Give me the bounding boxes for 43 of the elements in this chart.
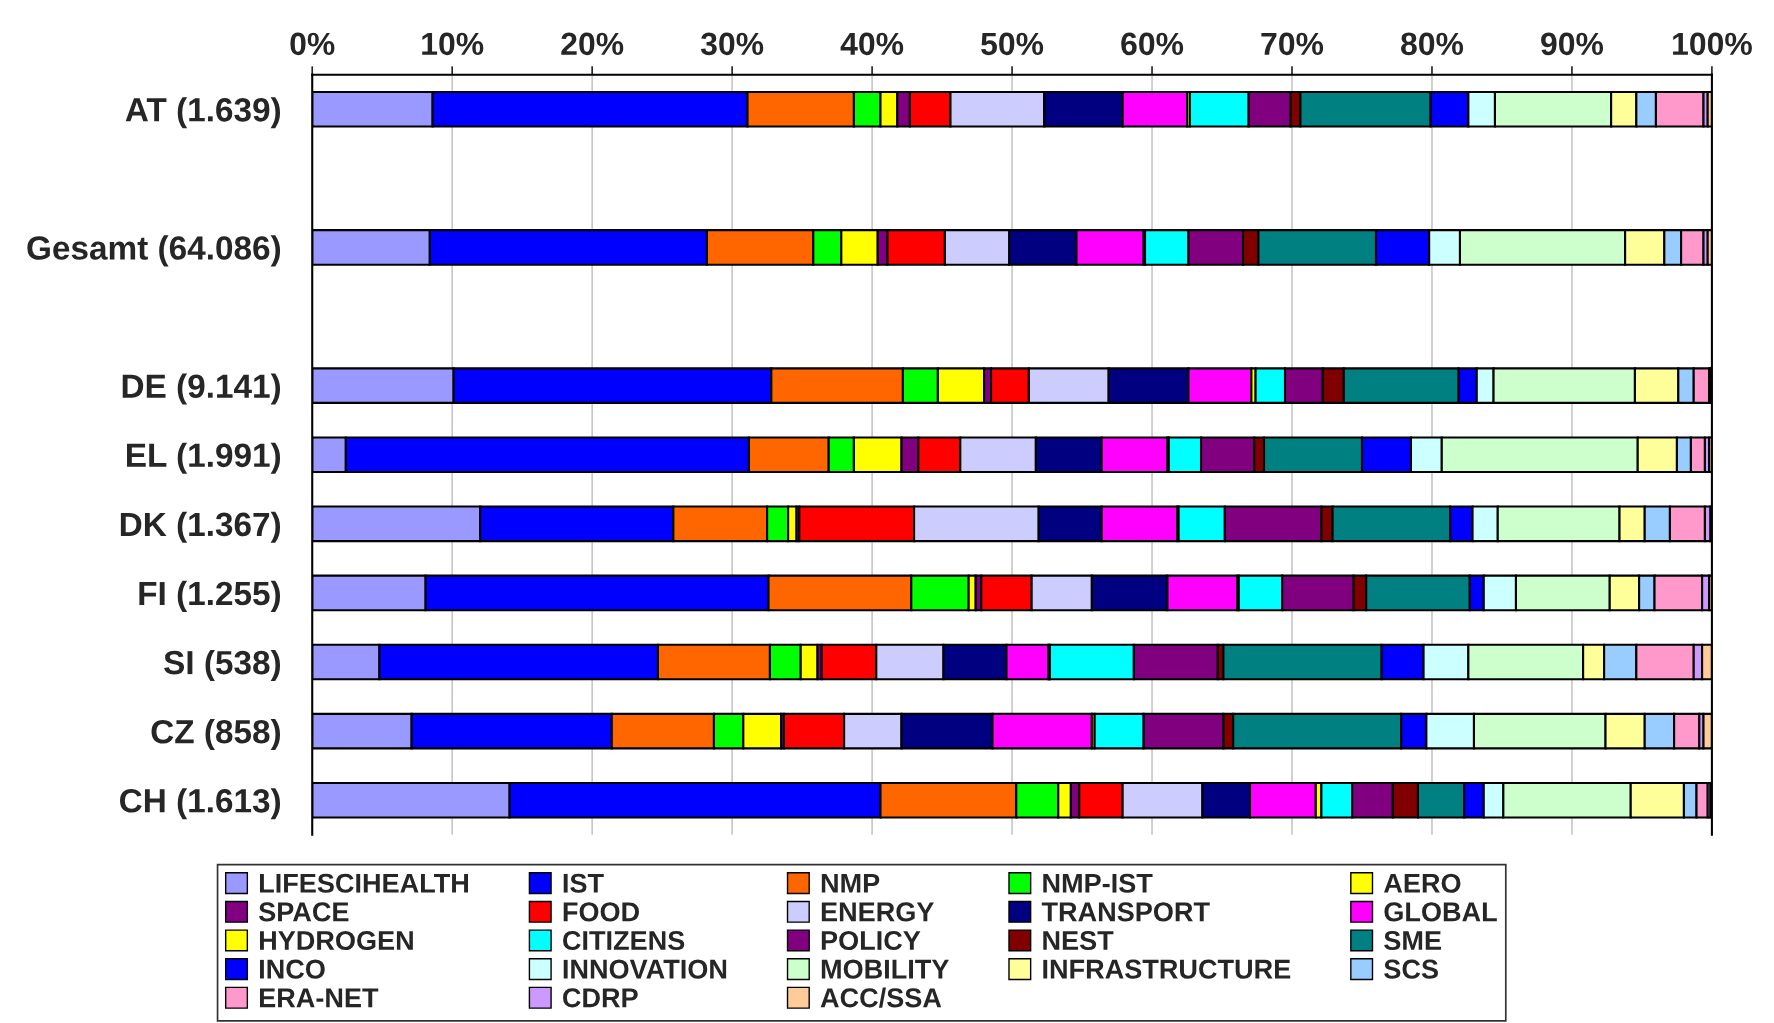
legend-label: LIFESCIHEALTH [259,873,469,893]
x-tick-label: 30% [700,32,764,56]
x-tick-label: 40% [840,32,904,56]
legend-label: GLOBAL [1384,902,1497,922]
x-tick-label: 90% [1541,32,1604,56]
legend-label: SCS [1384,959,1438,979]
y-tick-label: DK (1.367) [120,511,281,543]
legend-label: SPACE [258,902,349,922]
legend-label: ACC/SSA [820,987,942,1008]
y-tick-label: SI (538) [164,649,281,682]
legend-label: INFRASTRUCTURE [1043,959,1291,979]
legend-label: SME [1384,930,1441,951]
legend-label: INCO [259,959,325,979]
x-tick-label: 20% [561,32,624,56]
legend-label: INNOVATION [563,959,727,979]
y-tick-label: DE (9.141) [122,373,281,405]
legend-label: ERA-NET [259,988,379,1008]
y-tick-label: CH (1.613) [120,788,281,820]
x-tick-label: 100% [1673,32,1752,56]
legend-label: MOBILITY [821,959,949,979]
legend-label: HYDROGEN [259,930,413,951]
x-tick-label: 50% [981,32,1044,56]
legend-label: NMP-IST [1043,873,1153,893]
legend-label: CDRP [563,988,638,1008]
x-tick-label: 80% [1401,32,1464,56]
legend-label: NEST [1043,930,1114,951]
legend-label: FOOD [563,902,640,922]
legend-label: POLICY [821,930,921,951]
legend-label: CITIZENS [563,930,685,951]
y-tick-label: AT (1.639) [125,97,281,129]
x-tick-label: 0% [290,32,335,56]
legend-label: AERO [1384,873,1461,893]
x-tick-label: 10% [422,32,484,56]
legend-label: TRANSPORT [1041,902,1210,922]
x-tick-label: 70% [1261,32,1324,56]
y-tick-label: EL (1.991) [127,442,281,474]
y-tick-label: Gesamt (64.086) [27,235,281,267]
y-tick-label: CZ (858) [151,719,281,751]
legend-label: IST [563,873,604,893]
legend-label: ENERGY [821,902,934,922]
y-tick-label: FI (1.255) [139,580,281,612]
legend-label: NMP [821,873,880,893]
x-tick-label: 60% [1121,32,1184,56]
